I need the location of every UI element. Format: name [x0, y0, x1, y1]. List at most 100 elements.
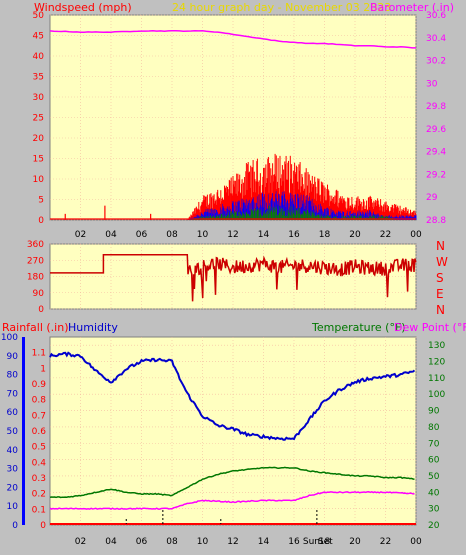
rain-tick-label: 1.1 — [32, 349, 46, 359]
direction-grid — [50, 243, 417, 310]
temperature-line — [49, 466, 415, 499]
temperature-tick-label: 20 — [428, 521, 440, 531]
time-tick-label: 22 — [380, 537, 391, 547]
humidity-tick-label: 90 — [7, 352, 19, 362]
temperature-tick-label: 80 — [428, 423, 440, 433]
compass-letter: N — [436, 239, 445, 253]
time-tick-label: 16 — [288, 537, 300, 547]
time-tick-label: 00 — [410, 230, 422, 240]
barometer-tick-label: 28.8 — [426, 216, 446, 226]
wind-tick-label: 5 — [38, 196, 44, 206]
barometer-tick-label: 30.6 — [426, 11, 446, 21]
time-tick-label: 10 — [197, 537, 209, 547]
compass-letter: N — [436, 303, 445, 317]
wind-tick-label: 0 — [38, 216, 44, 226]
time-tick-label: 20 — [349, 230, 361, 240]
dew-point-line — [49, 490, 415, 510]
time-tick-label: 20 — [349, 537, 361, 547]
barometer-axis-title: Barometer (.in) — [370, 1, 454, 14]
time-tick-label: 10 — [197, 230, 209, 240]
barometer-tick-label: 29.6 — [426, 125, 446, 135]
humidity-line — [49, 351, 416, 441]
humidity-tick-label: 50 — [7, 427, 19, 437]
rain-tick-label: 0.4 — [32, 458, 47, 468]
wind-axis-title: Windspeed (mph) — [34, 1, 132, 14]
time-tick-label: 14 — [258, 230, 270, 240]
barometer-tick-label: 29.2 — [426, 170, 446, 180]
time-tick-label: 04 — [105, 537, 117, 547]
time-tick-label: 08 — [166, 230, 178, 240]
barometer-line — [49, 29, 416, 49]
compass-letter: S — [436, 271, 444, 285]
compass-letter: E — [436, 287, 444, 301]
temperature-tick-label: 130 — [428, 341, 445, 351]
rain-tick-label: 0.2 — [32, 490, 46, 500]
temp-humidity-ticks: 2030405060708090100110120130010203040506… — [1, 333, 446, 547]
humidity-tick-label: 10 — [7, 502, 19, 512]
time-tick-label: 16 — [288, 230, 300, 240]
rain-tick-label: 0.5 — [32, 443, 46, 453]
wind-tick-label: 20 — [33, 134, 45, 144]
barometer-tick-label: 29 — [426, 193, 438, 203]
wind-tick-label: 40 — [33, 52, 45, 62]
time-tick-label: 22 — [380, 230, 391, 240]
time-tick-label: 14 — [258, 537, 270, 547]
time-markers — [125, 510, 318, 524]
wind-tick-label: 50 — [33, 11, 45, 21]
time-tick-label: 06 — [136, 537, 148, 547]
temperature-tick-label: 30 — [428, 505, 440, 515]
temperature-tick-label: 120 — [428, 358, 445, 368]
graph-title: 24 hour graph day - November 03 2023 — [172, 1, 391, 14]
rain-tick-label: 0 — [40, 521, 46, 531]
rain-tick-label: 0.7 — [32, 411, 46, 421]
time-tick-label: 18 — [319, 537, 331, 547]
temp-humidity-grid — [50, 337, 417, 526]
time-tick-label: 12 — [227, 230, 238, 240]
barometer-tick-label: 29.8 — [426, 102, 446, 112]
humidity-tick-label: 80 — [7, 371, 19, 381]
barometer-tick-label: 30.2 — [426, 57, 446, 67]
wind-series — [50, 153, 417, 220]
wind-tick-label: 10 — [33, 175, 45, 185]
wind-barometer-ticks: 0 5 10 15 20 25 30 35 40 45 50 28.8 29 29.2 29.4 29.6 29… — [33, 11, 447, 240]
rain-tick-label: 0.6 — [32, 427, 47, 437]
direction-tick-label: 270 — [27, 256, 44, 266]
direction-tick-label: 90 — [33, 289, 45, 299]
barometer-tick-label: 30 — [426, 79, 438, 89]
humidity-tick-label: 100 — [1, 333, 18, 343]
wind-tick-label: 45 — [33, 32, 44, 42]
direction-line — [50, 254, 417, 302]
temperature-tick-label: 70 — [428, 439, 440, 449]
humidity-axis-title: Humidity — [68, 321, 118, 334]
temperature-tick-label: 100 — [428, 390, 445, 400]
compass-letters: N W S E N — [436, 239, 448, 317]
compass-letter: W — [436, 255, 448, 269]
rain-tick-label: 0.8 — [32, 396, 47, 406]
time-tick-label: 12 — [227, 537, 238, 547]
humidity-tick-label: 0 — [12, 521, 18, 531]
direction-ticks: 0 90 180 270 360 — [27, 240, 44, 315]
sunrise-label: Sun — [303, 537, 320, 547]
temperature-tick-label: 50 — [428, 472, 440, 482]
temperature-tick-label: 110 — [428, 374, 445, 384]
temperature-tick-label: 60 — [428, 456, 440, 466]
direction-tick-label: 0 — [38, 305, 44, 315]
rain-tick-label: 0.9 — [32, 380, 47, 390]
humidity-tick-label: 30 — [7, 465, 19, 475]
time-tick-label: 18 — [319, 230, 331, 240]
rain-tick-label: 0.1 — [32, 505, 46, 515]
temperature-axis-title: Temperature (°F) — [311, 321, 406, 334]
barometer-tick-label: 30.4 — [426, 34, 446, 44]
humidity-tick-label: 60 — [7, 408, 19, 418]
wind-tick-label: 25 — [33, 114, 44, 124]
time-tick-label: 04 — [105, 230, 117, 240]
humidity-tick-label: 20 — [7, 483, 19, 493]
temperature-tick-label: 90 — [428, 407, 440, 417]
time-tick-label: 02 — [75, 537, 86, 547]
humidity-axis-bar — [22, 337, 25, 525]
humidity-tick-label: 70 — [7, 389, 19, 399]
sunset-label: Set — [318, 537, 333, 547]
temperature-tick-label: 40 — [428, 488, 440, 498]
wind-tick-label: 30 — [33, 93, 45, 103]
